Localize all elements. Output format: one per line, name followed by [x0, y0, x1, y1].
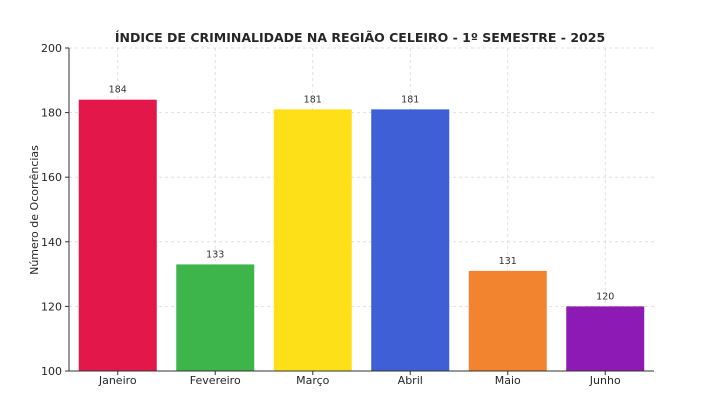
- y-tick-label: 200: [41, 42, 62, 55]
- x-tick-label: Maio: [495, 374, 521, 387]
- x-tick-label: Abril: [398, 374, 423, 387]
- y-tick-label: 140: [41, 236, 62, 249]
- bar-fevereiro: [176, 264, 255, 371]
- x-tick-label: Março: [296, 374, 330, 387]
- data-label: 184: [109, 85, 127, 96]
- x-tick-label: Junho: [589, 374, 621, 387]
- y-tick-label: 120: [41, 300, 62, 313]
- bar-maio: [468, 270, 547, 371]
- y-axis-label: Número de Ocorrências: [28, 145, 41, 275]
- bar-marco: [273, 109, 352, 372]
- bar-janeiro: [78, 99, 157, 372]
- bar-junho: [566, 306, 645, 371]
- y-tick-label: 160: [41, 171, 62, 184]
- y-tick-label: 100: [41, 365, 62, 378]
- bars-layer: [78, 99, 645, 372]
- x-tick-label: Fevereiro: [190, 374, 241, 387]
- data-label: 131: [499, 256, 517, 267]
- x-tick-label: Janeiro: [98, 374, 137, 387]
- data-label: 181: [304, 94, 322, 105]
- axis-layer: 100 120 140 160 180 200 Janeiro Fevereiro Março A…: [41, 42, 654, 387]
- data-labels-layer: 184 133 181 181 131 120: [109, 85, 615, 303]
- bar-abril: [371, 109, 450, 372]
- data-label: 120: [596, 291, 614, 302]
- y-tick-label: 180: [41, 107, 62, 120]
- data-label: 181: [401, 94, 419, 105]
- chart-title: ÍNDICE DE CRIMINALIDADE NA REGIÃO CELEIR…: [115, 30, 605, 45]
- data-label: 133: [206, 249, 224, 260]
